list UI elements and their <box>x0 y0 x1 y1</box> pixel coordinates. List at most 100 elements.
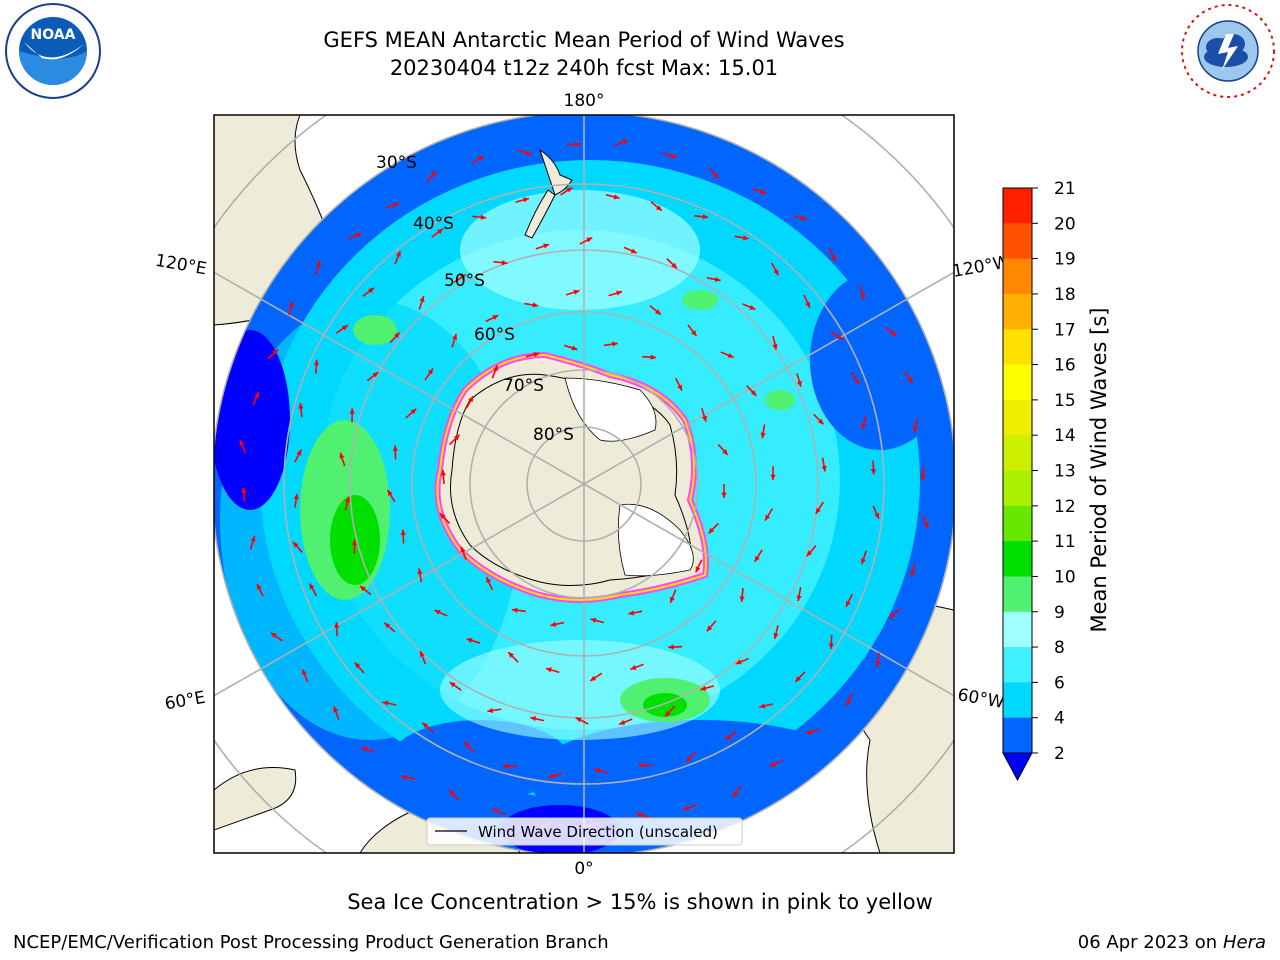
wave-arrow-head <box>449 682 456 688</box>
wave-arrow-head <box>586 237 593 243</box>
lat-label-60s: 60°S <box>474 325 515 345</box>
wave-arrow-head <box>853 378 860 385</box>
noaa-logo: NOAA <box>5 3 101 99</box>
wave-arrow-head <box>836 334 843 340</box>
wave-arrow-head <box>302 669 307 676</box>
wave-arrow-head <box>796 380 802 387</box>
wave-arrow-head <box>889 612 896 619</box>
wave-arrow-head <box>742 235 749 241</box>
wave-arrow-head <box>655 309 661 315</box>
colorbar-tick-label: 17 <box>1054 320 1076 340</box>
wave-arrow-head <box>315 261 321 268</box>
wave-arrow-head <box>806 550 813 557</box>
wave-arrow-head <box>860 558 866 565</box>
colorbar-segment <box>1003 435 1032 471</box>
wave-arrow-head <box>773 633 779 639</box>
footer-date: 06 Apr 2023 on Hera <box>1078 932 1266 953</box>
colorbar-label: Mean Period of Wind Waves [s] <box>1087 308 1111 633</box>
colorbar-tick-label: 11 <box>1054 532 1076 552</box>
title-line-1: GEFS MEAN Antarctic Mean Period of Wind … <box>323 28 845 52</box>
wave-arrow-head <box>671 262 678 269</box>
wave-arrow-head <box>460 546 466 553</box>
wave-arrow-head <box>410 408 417 415</box>
wave-arrow-head <box>313 359 319 366</box>
colorbar-tick-label: 10 <box>1054 567 1076 587</box>
wave-arrow-head <box>706 625 713 632</box>
lat-label-30s: 30°S <box>376 153 417 173</box>
wave-arrow-head <box>270 632 277 639</box>
wave-arrow-head <box>796 595 802 602</box>
new-zealand-north-island <box>539 148 573 196</box>
wave-arrow-head <box>439 513 446 520</box>
lon-label-60w: 60°W <box>956 685 1006 713</box>
wave-arrow-head <box>821 465 827 472</box>
wave-arrow-head <box>612 341 618 347</box>
colorbar-tick-label: 18 <box>1054 285 1076 305</box>
lon-label-180: 180° <box>564 91 605 111</box>
wave-arrow-head <box>355 233 362 238</box>
wave-arrow-head <box>254 392 259 399</box>
wave-arrow-head <box>806 729 813 735</box>
wave-arrow-head <box>333 706 339 713</box>
colorbar-segment <box>1003 717 1032 754</box>
wave-arrow-head <box>392 445 398 451</box>
colorbar-segment <box>1003 505 1032 542</box>
wave-arrow-head <box>575 717 582 723</box>
wave-arrow-head <box>480 214 487 220</box>
wave-arrow-head <box>466 638 473 644</box>
wave-arrow-head <box>361 746 368 752</box>
wave-arrow-head <box>434 609 441 615</box>
wave-arrow-head <box>523 197 530 203</box>
wave-arrow-head <box>372 372 379 378</box>
sea-ice-note: Sea Ice Concentration > 15% is shown in … <box>347 890 933 914</box>
wave-arrow-head <box>487 707 494 714</box>
wind-wave-arrows <box>239 139 929 829</box>
wave-arrow-head <box>805 301 810 308</box>
wave-arrow-head <box>309 583 315 590</box>
wave-arrow-head <box>272 349 279 355</box>
wave-arrow-head <box>394 332 400 339</box>
meridian-lines <box>214 115 954 853</box>
colorbar-segment <box>1003 576 1032 613</box>
wave-arrow-head <box>628 610 635 616</box>
wave-arrow-head <box>493 365 498 372</box>
wave-arrow-head <box>573 289 580 295</box>
colorbar-tick-label: 19 <box>1054 250 1076 270</box>
wave-arrow-head <box>453 434 460 441</box>
colorbar-segment <box>1003 682 1032 719</box>
wave-arrow-head <box>486 577 492 584</box>
wave-arrow-head <box>912 426 918 432</box>
wave-arrow-head <box>239 440 245 447</box>
wave-arrow-head <box>769 761 776 767</box>
wave-arrow-head <box>550 621 557 627</box>
wave-arrow-head <box>619 719 626 725</box>
wave-arrow-head <box>503 763 509 770</box>
wave-arrow-head <box>655 205 662 211</box>
lon-label-0: 0° <box>574 859 593 879</box>
wave-arrow-head <box>575 141 581 148</box>
wave-arrow-head <box>530 716 537 722</box>
colorbar-tick-label: 2 <box>1054 744 1065 764</box>
wave-arrow-head <box>298 403 304 409</box>
wave-arrow-head <box>492 315 499 320</box>
wave-arrow-head <box>920 474 926 481</box>
map-area <box>214 115 954 853</box>
colorbar-segment <box>1003 188 1032 224</box>
wave-arrow-head <box>525 150 532 156</box>
wave-arrow-head <box>533 352 540 358</box>
colorbar-segment <box>1003 611 1032 648</box>
footer-date-text: 06 Apr 2023 on <box>1077 932 1223 953</box>
wave-arrow-head <box>874 512 880 519</box>
wave-arrow-head <box>817 418 824 425</box>
wave-arrow-head <box>401 774 408 780</box>
wave-arrow-head <box>532 302 539 308</box>
wave-arrow-head <box>241 487 247 494</box>
wave-arrow-head <box>708 527 715 534</box>
wave-arrow-head <box>721 492 727 498</box>
colorbar-tick-label: 4 <box>1054 709 1065 729</box>
wave-arrow-head <box>800 215 807 221</box>
wave-arrow-head <box>590 675 597 681</box>
wave-arrow-head <box>725 734 732 741</box>
map-legend: Wind Wave Direction (unscaled) <box>426 817 743 846</box>
